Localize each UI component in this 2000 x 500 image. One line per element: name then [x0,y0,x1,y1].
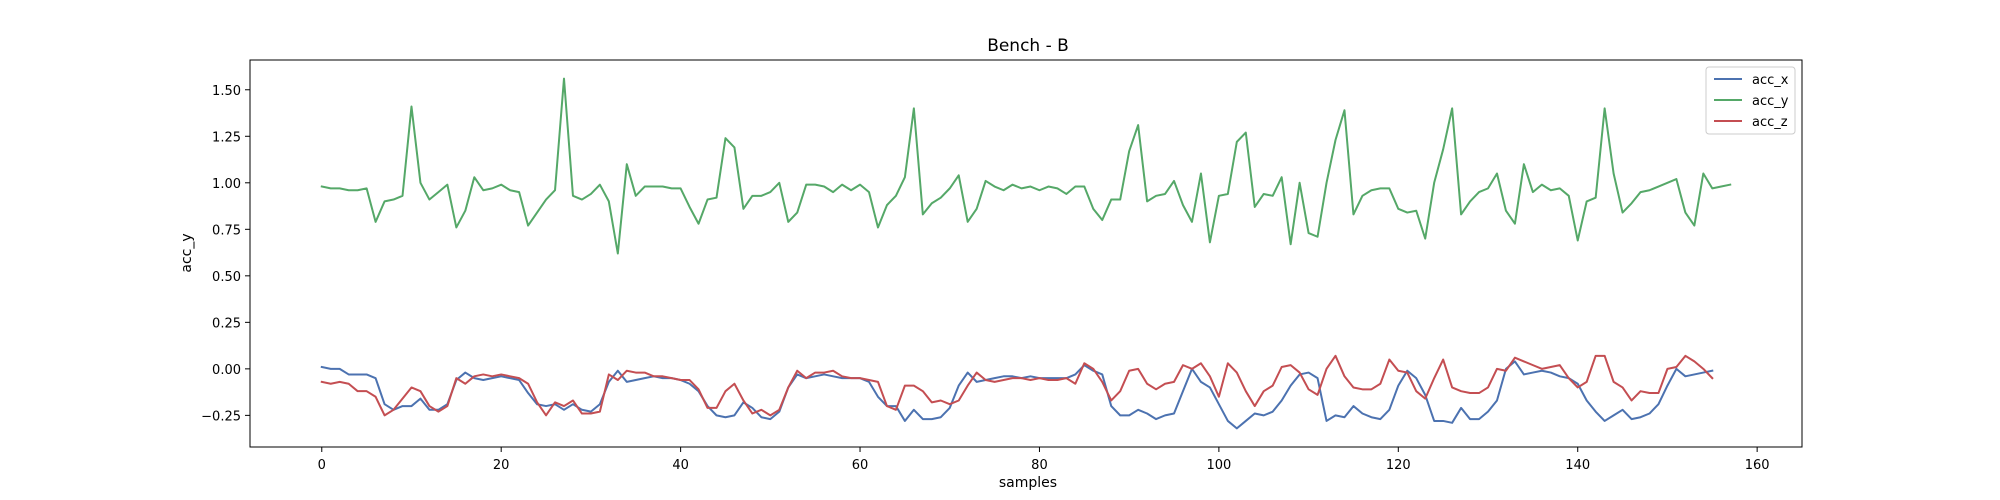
y-tick-label: 0.75 [212,223,241,238]
legend-box [1705,66,1796,135]
x-tick-label: 100 [1206,458,1231,473]
x-axis: 0 20 40 60 80 100 120 140 160 [318,447,1770,473]
x-axis-label: samples [999,475,1057,491]
y-tick-label: 1.00 [212,177,241,192]
y-tick-label: 0.00 [212,363,241,378]
series-layer [320,77,1732,430]
y-tick-label: 0.50 [212,270,241,285]
plot-frame [249,59,1803,448]
x-tick-label: 160 [1745,458,1770,473]
x-tick-label: 20 [493,458,510,473]
x-tick-label: 60 [852,458,869,473]
x-tick-label: 40 [672,458,689,473]
x-tick-label: 0 [318,458,326,473]
legend-label-acc-z: acc_z [1752,115,1788,130]
y-axis: −0.25 0.00 0.25 0.50 0.75 1.00 1.25 1.50 [201,84,250,424]
x-tick-label: 80 [1031,458,1048,473]
series-line-acc-x [320,360,1714,430]
chart-title: Bench - B [987,36,1069,56]
series-line-acc-y [320,77,1732,255]
y-tick-label: −0.25 [201,409,241,424]
legend-label-acc-x: acc_x [1752,73,1789,88]
x-tick-label: 140 [1565,458,1590,473]
series-line-acc-z [320,354,1714,417]
x-tick-label: 120 [1386,458,1411,473]
y-tick-label: 0.25 [212,316,241,331]
legend-label-acc-y: acc_y [1752,94,1789,109]
y-axis-label: acc_y [179,233,195,272]
legend: acc_x acc_y acc_z [1705,66,1796,135]
y-tick-label: 1.25 [212,130,241,145]
y-tick-label: 1.50 [212,84,241,99]
